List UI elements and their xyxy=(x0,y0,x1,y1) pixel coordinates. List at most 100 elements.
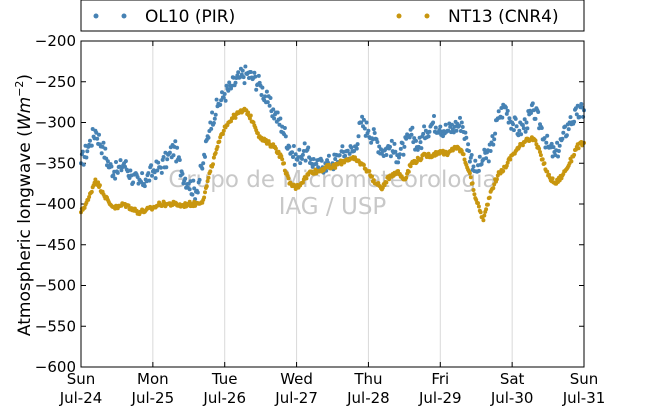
data-point xyxy=(263,94,268,99)
data-point xyxy=(173,139,178,144)
data-point xyxy=(190,192,195,197)
data-point xyxy=(397,155,401,160)
data-point xyxy=(131,180,136,185)
data-point xyxy=(501,169,506,173)
data-point xyxy=(202,195,207,200)
data-point xyxy=(544,140,549,145)
data-point xyxy=(147,178,152,183)
data-point xyxy=(476,201,480,206)
data-point xyxy=(95,136,100,141)
data-point xyxy=(115,170,120,175)
data-point xyxy=(150,173,154,178)
data-point xyxy=(215,144,220,149)
data-point xyxy=(85,149,90,154)
data-point xyxy=(203,190,207,195)
data-point xyxy=(242,81,247,86)
data-point xyxy=(256,73,261,78)
data-point xyxy=(482,147,487,152)
data-point xyxy=(496,109,501,114)
data-point xyxy=(211,162,215,167)
data-point xyxy=(361,117,366,122)
data-point xyxy=(472,192,477,197)
x-tick-label-day: Thu xyxy=(353,370,382,388)
data-point xyxy=(471,188,476,192)
data-point xyxy=(155,168,160,173)
y-tick-label: −550 xyxy=(35,317,76,335)
data-point xyxy=(278,116,283,121)
data-point xyxy=(89,143,94,148)
data-point xyxy=(153,176,158,181)
data-point xyxy=(476,204,481,209)
y-tick-label: −600 xyxy=(35,358,76,376)
data-point xyxy=(362,126,367,131)
data-point xyxy=(397,152,402,157)
data-point xyxy=(195,190,200,195)
data-point xyxy=(300,180,305,185)
data-point xyxy=(542,136,547,141)
data-point xyxy=(460,125,465,129)
data-point xyxy=(517,128,522,133)
data-point xyxy=(206,175,211,180)
data-point xyxy=(514,124,519,129)
data-point xyxy=(521,126,526,131)
data-point xyxy=(366,128,371,133)
data-point xyxy=(224,83,229,88)
data-point xyxy=(267,103,272,108)
data-point xyxy=(347,151,352,156)
data-point xyxy=(537,146,542,151)
x-tick-label-day: Sat xyxy=(500,370,525,388)
data-point xyxy=(432,114,436,118)
legend-marker-ol10 xyxy=(93,13,99,19)
data-point xyxy=(457,123,462,128)
legend: OL10 (PIR) NT13 (CNR4) xyxy=(80,0,585,32)
data-point xyxy=(210,110,215,115)
data-point xyxy=(293,152,298,157)
data-point xyxy=(233,115,238,120)
data-point xyxy=(260,85,265,90)
data-point xyxy=(500,115,505,120)
data-point xyxy=(264,89,269,94)
data-point xyxy=(466,142,471,147)
data-point xyxy=(414,138,418,143)
data-point xyxy=(220,132,225,136)
data-point xyxy=(163,150,168,155)
data-point xyxy=(461,152,466,157)
data-point xyxy=(555,140,560,145)
data-point xyxy=(427,129,432,134)
data-point xyxy=(478,210,483,215)
data-point xyxy=(477,154,482,159)
x-tick-label-day: Sun xyxy=(570,370,599,388)
data-point xyxy=(421,131,426,136)
data-point xyxy=(505,160,510,165)
data-point xyxy=(248,113,253,118)
data-point xyxy=(287,144,292,149)
data-point xyxy=(538,150,542,154)
data-point xyxy=(396,169,401,173)
data-point xyxy=(523,129,528,134)
data-point xyxy=(471,164,476,169)
data-point xyxy=(513,116,518,121)
data-point xyxy=(384,153,389,157)
data-point xyxy=(503,105,508,110)
data-point xyxy=(474,197,479,202)
data-point xyxy=(111,173,116,178)
data-point xyxy=(504,163,509,168)
data-point xyxy=(504,111,509,116)
data-point xyxy=(82,205,87,210)
data-point xyxy=(208,120,213,125)
data-point xyxy=(492,137,497,142)
data-point xyxy=(415,147,420,152)
data-point xyxy=(208,169,213,174)
data-point xyxy=(253,74,258,79)
watermark-line: IAG / USP xyxy=(279,194,387,220)
data-point xyxy=(538,153,543,158)
data-point xyxy=(476,168,481,173)
data-point xyxy=(470,181,475,186)
y-tick-label: −300 xyxy=(35,114,76,132)
data-point xyxy=(371,127,376,132)
data-point xyxy=(539,126,544,130)
y-tick-label: −400 xyxy=(35,195,76,213)
data-point xyxy=(540,157,545,162)
data-point xyxy=(187,199,192,204)
